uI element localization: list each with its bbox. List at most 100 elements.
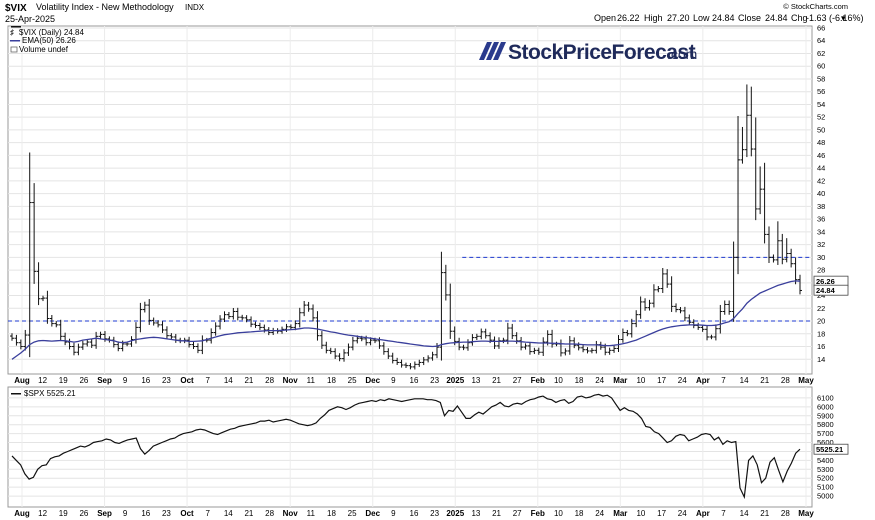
- spx-x-tick: 27: [513, 509, 522, 518]
- vix-y-tick: 48: [817, 138, 825, 147]
- vix-bar: [727, 300, 732, 315]
- spx-x-tick: 28: [265, 509, 274, 518]
- logo-stripes-icon: [479, 42, 506, 60]
- vix-x-tick: 25: [348, 376, 357, 385]
- vix-bar: [404, 362, 408, 368]
- vix-x-tick: 16: [410, 376, 419, 385]
- spx-y-tick: 6100: [817, 393, 834, 402]
- vix-bar: [479, 328, 484, 340]
- vix-x-tick: May: [798, 376, 814, 385]
- vix-bar: [209, 328, 214, 344]
- vix-bar: [71, 342, 76, 356]
- vix-bar: [63, 332, 68, 346]
- vix-bar: [58, 319, 63, 341]
- vix-bar: [550, 329, 555, 348]
- vix-x-tick: Dec: [365, 376, 380, 385]
- vix-bar: [461, 344, 466, 351]
- vix-x-axis: Aug 12 19 26 Sep 9 16 23 Oct 7 14 21 28 Nov 11 18 25 Dec 9…: [14, 376, 814, 385]
- vix-bar: [98, 331, 103, 339]
- vix-y-tick: 50: [817, 125, 825, 134]
- vix-bar: [523, 343, 528, 350]
- vix-bar: [744, 84, 749, 158]
- vix-x-tick: 2025: [446, 376, 464, 385]
- vix-gridlines: [8, 26, 812, 374]
- vix-y-tick: 64: [817, 36, 825, 45]
- vix-x-tick: 17: [657, 376, 666, 385]
- vix-x-tick: 13: [471, 376, 480, 385]
- vix-legend-text: $VIX (Daily) 24.84: [19, 28, 84, 37]
- vix-bar: [218, 315, 223, 330]
- spx-y-tick: 5100: [817, 483, 834, 492]
- spx-price-tag-text: 5525.21: [816, 445, 843, 454]
- vix-bar: [421, 357, 426, 366]
- vix-x-tick: 12: [38, 376, 47, 385]
- vix-bar: [620, 328, 625, 343]
- vix-price-tag-box: [813, 284, 849, 296]
- vix-bar: [151, 317, 156, 326]
- vix-bar: [142, 301, 147, 313]
- vix-bar: [49, 314, 54, 327]
- vix-x-tick: 19: [59, 376, 68, 385]
- vix-bar: [426, 355, 431, 363]
- vix-bar: [94, 331, 99, 349]
- vix-bar: [780, 233, 785, 265]
- vix-bar: [536, 347, 541, 355]
- vix-bar: [138, 302, 143, 333]
- vix-bar: [510, 323, 515, 340]
- vix-legend: ♯ $VIX (Daily) 24.84 EMA(50) 26.26 Volum…: [10, 26, 84, 54]
- spx-x-tick: 19: [59, 509, 68, 518]
- vix-y-tick: 18: [817, 329, 825, 338]
- vix-y-axis: 1416182022242628303234363840424446485052…: [817, 24, 825, 364]
- vix-bar: [156, 320, 161, 328]
- vix-y-tick: 28: [817, 266, 825, 275]
- vix-bar: [563, 348, 568, 356]
- vix-bar: [594, 340, 599, 354]
- vix-bar: [45, 290, 50, 324]
- vix-bar: [253, 321, 258, 328]
- spx-x-tick: 18: [327, 509, 336, 518]
- vix-bar: [532, 347, 537, 355]
- vix-bar: [616, 335, 621, 352]
- vix-y-tick: 20: [817, 317, 825, 326]
- ema-price-tag-text: 26.26: [816, 277, 835, 286]
- vix-bar: [249, 316, 254, 328]
- vix-bar: [235, 307, 240, 321]
- spx-x-tick: Oct: [180, 509, 194, 518]
- vix-x-tick: 7: [205, 376, 210, 385]
- vix-x-tick: 16: [141, 376, 150, 385]
- vix-bar: [333, 348, 338, 359]
- vix-y-tick: 54: [817, 100, 825, 109]
- vix-bar: [519, 336, 524, 351]
- chevron-down-icon[interactable]: ▾: [841, 13, 846, 23]
- vix-y-tick: 14: [817, 355, 825, 364]
- vix-bar: [483, 328, 488, 339]
- vix-y-tick: 16: [817, 342, 825, 351]
- vix-bar: [195, 343, 200, 354]
- spx-legend: $SPX 5525.21: [11, 389, 76, 398]
- vix-bar: [390, 352, 395, 364]
- spx-x-tick: 24: [678, 509, 687, 518]
- vix-x-tick: 21: [244, 376, 253, 385]
- vix-bar: [722, 300, 727, 315]
- vix-bar: [129, 336, 134, 347]
- vix-x-tick: 28: [265, 376, 274, 385]
- spx-x-tick: 25: [348, 509, 357, 518]
- vix-y-tick: 22: [817, 304, 825, 313]
- vix-y-tick: 30: [817, 253, 825, 262]
- ema-legend-swatch: [10, 40, 20, 42]
- vix-bar: [612, 345, 617, 353]
- ema-50-line: [11, 280, 801, 360]
- vix-x-tick: 26: [79, 376, 88, 385]
- vix-bar: [395, 357, 400, 365]
- vix-legend-swatch: [11, 26, 21, 28]
- vix-y-tick: 42: [817, 176, 825, 185]
- vix-bar: [36, 262, 41, 306]
- vix-y-tick: 66: [817, 24, 825, 33]
- vix-x-tick: Aug: [14, 376, 30, 385]
- spx-x-tick: 16: [410, 509, 419, 518]
- vix-bar: [457, 337, 462, 351]
- vix-bar: [169, 333, 174, 340]
- spx-x-tick: 28: [781, 509, 790, 518]
- vix-bar: [665, 269, 670, 288]
- spx-x-tick: 21: [244, 509, 253, 518]
